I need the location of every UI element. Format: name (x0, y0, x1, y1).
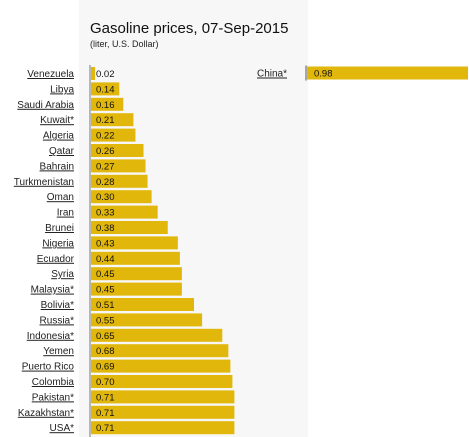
value-label-19: 0.69 (96, 362, 115, 373)
category-label-18[interactable]: Yemen (43, 346, 74, 357)
category-label-16[interactable]: Russia* (40, 315, 75, 326)
bar-0 (91, 67, 96, 80)
value-label-6: 0.27 (96, 161, 115, 172)
category-label-14[interactable]: Malaysia* (31, 285, 74, 296)
category-label-12[interactable]: Ecuador (37, 254, 75, 265)
value-label-11: 0.43 (96, 238, 115, 249)
bar-2 (91, 97, 124, 111)
category-label-4[interactable]: Algeria (43, 131, 75, 142)
value-label-3: 0.21 (96, 115, 115, 126)
category-label-20[interactable]: Colombia (32, 377, 75, 388)
bar-9 (91, 205, 158, 219)
bar-23 (91, 421, 235, 435)
value-label-17: 0.65 (96, 331, 115, 342)
value-label-1: 0.14 (96, 84, 115, 95)
bar-7 (91, 174, 148, 188)
bar-6 (91, 159, 146, 173)
bar-17 (91, 328, 223, 342)
value-label-5: 0.26 (96, 146, 115, 157)
bar-22 (91, 405, 235, 419)
bar-8 (91, 190, 152, 204)
value-label-9: 0.33 (96, 208, 115, 219)
category-label-5[interactable]: Qatar (49, 146, 75, 157)
category-label-21[interactable]: Pakistan* (32, 392, 74, 403)
bar-12 (91, 251, 180, 265)
category-label-3[interactable]: Kuwait* (40, 115, 74, 126)
chart-title: Gasoline prices, 07-Sep-2015 (90, 20, 289, 37)
bar-4 (91, 128, 136, 142)
bar-10 (91, 221, 168, 234)
bar-3 (91, 113, 134, 127)
category-label-22[interactable]: Kazakhstan* (18, 408, 74, 419)
value-label-21: 0.71 (96, 392, 115, 403)
category-label-10[interactable]: Brunei (45, 223, 74, 234)
category-label-23[interactable]: USA* (50, 423, 75, 434)
value-label-22: 0.71 (96, 408, 115, 419)
bar-16 (91, 313, 203, 327)
bar-19 (91, 359, 231, 373)
category-label-9[interactable]: Iran (57, 208, 74, 219)
category-label-1[interactable]: Libya (50, 84, 74, 95)
bar-1 (91, 82, 120, 96)
highlight-bar (307, 66, 468, 80)
bar-15 (91, 298, 195, 311)
value-label-0: 0.02 (96, 69, 115, 80)
category-label-15[interactable]: Bolivia* (41, 300, 74, 311)
value-label-2: 0.16 (96, 100, 115, 111)
highlight-value-label: 0.98 (314, 69, 333, 80)
bar-11 (91, 236, 178, 250)
bar-20 (91, 375, 233, 388)
bar-14 (91, 282, 182, 296)
category-label-17[interactable]: Indonesia* (27, 331, 74, 342)
value-label-23: 0.71 (96, 423, 115, 434)
value-label-15: 0.51 (96, 300, 115, 311)
chart-subtitle: (liter, U.S. Dollar) (90, 39, 159, 49)
category-label-19[interactable]: Puerto Rico (22, 362, 75, 373)
value-label-7: 0.28 (96, 177, 115, 188)
category-label-6[interactable]: Bahrain (40, 161, 74, 172)
value-label-10: 0.38 (96, 223, 115, 234)
value-label-16: 0.55 (96, 315, 115, 326)
value-label-18: 0.68 (96, 346, 115, 357)
category-label-7[interactable]: Turkmenistan (14, 177, 74, 188)
highlight-category-label[interactable]: China* (257, 69, 287, 80)
category-label-0[interactable]: Venezuela (27, 69, 74, 80)
value-label-14: 0.45 (96, 285, 115, 296)
category-label-2[interactable]: Saudi Arabia (17, 100, 74, 111)
value-label-13: 0.45 (96, 269, 115, 280)
bar-5 (91, 144, 144, 157)
value-label-12: 0.44 (96, 254, 115, 265)
value-label-20: 0.70 (96, 377, 115, 388)
bar-21 (91, 390, 235, 404)
value-label-4: 0.22 (96, 131, 115, 142)
category-label-13[interactable]: Syria (51, 269, 74, 280)
category-label-8[interactable]: Oman (47, 192, 74, 203)
bar-13 (91, 267, 182, 281)
value-label-8: 0.30 (96, 192, 115, 203)
bar-18 (91, 344, 229, 358)
category-label-11[interactable]: Nigeria (42, 238, 74, 249)
